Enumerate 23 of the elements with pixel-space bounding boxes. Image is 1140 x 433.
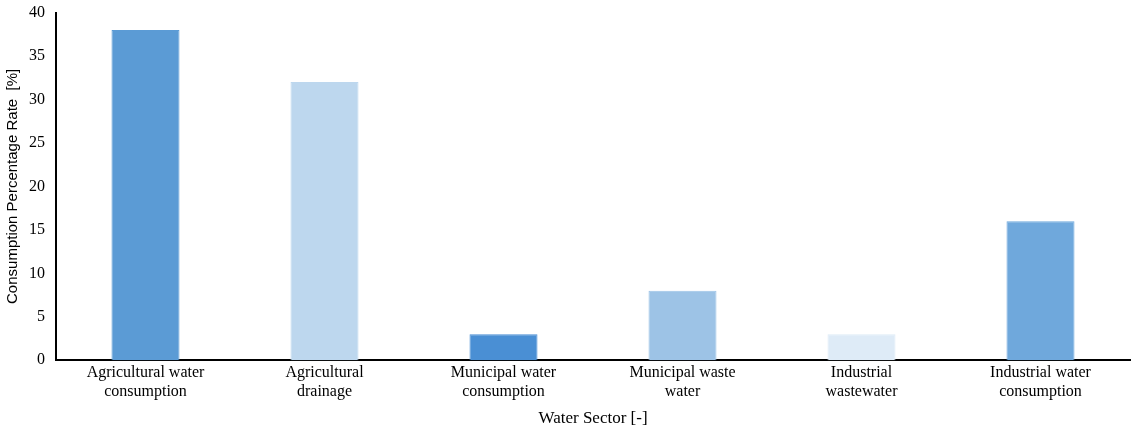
bar bbox=[469, 334, 538, 361]
x-tick-label: Municipal waste water bbox=[629, 363, 736, 400]
x-axis-title: Water Sector [-] bbox=[538, 408, 648, 428]
y-tick-label: 5 bbox=[37, 306, 45, 324]
bar bbox=[648, 290, 717, 361]
y-tick-label: 15 bbox=[29, 220, 45, 238]
y-tick-label: 35 bbox=[29, 46, 45, 64]
y-tick-label: 30 bbox=[29, 89, 45, 107]
y-tick-label: 10 bbox=[29, 263, 45, 281]
x-tick-label: Agricultural drainage bbox=[285, 363, 365, 401]
bar bbox=[827, 334, 896, 361]
bar bbox=[290, 82, 359, 361]
x-tick-label: Agricultural water consumption bbox=[86, 363, 206, 401]
y-tick-label: 40 bbox=[29, 2, 45, 20]
y-tick-label: 0 bbox=[37, 350, 45, 368]
x-tick-label: Industrial wastewater bbox=[825, 363, 899, 400]
bar bbox=[111, 29, 180, 361]
x-tick-label: Industrial water consumption bbox=[990, 363, 1092, 401]
bar bbox=[1006, 221, 1075, 361]
y-tick-label: 20 bbox=[29, 176, 45, 194]
x-tick-label: Municipal water consumption bbox=[450, 363, 557, 401]
y-tick-label: 25 bbox=[29, 133, 45, 151]
y-axis-title: Consumption Percentage Rate [%] bbox=[3, 68, 21, 304]
